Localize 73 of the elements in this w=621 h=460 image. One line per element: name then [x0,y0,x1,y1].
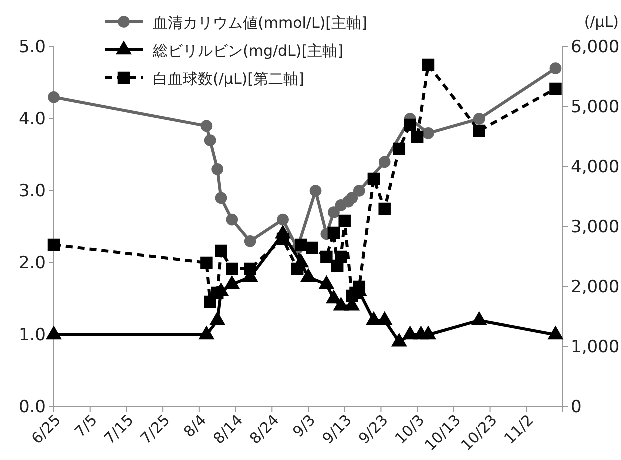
point [473,124,486,138]
point [320,250,333,264]
point [204,296,216,308]
y2-tick-label: 0 [571,397,582,418]
point [411,130,424,144]
y2-tick-label: 3,000 [571,217,620,238]
point [48,238,60,252]
point [548,326,564,340]
point [353,280,366,294]
legend-label: 血清カリウム値(mmol/L)[主軸] [153,14,368,32]
point [378,156,391,168]
legend-label: 総ビリルビン(mg/dL)[主軸] [152,42,344,60]
point [326,290,342,304]
point [346,192,358,204]
point [328,226,340,240]
point [215,192,228,204]
x-tick-label: 8/4 [180,411,210,442]
point [211,286,224,300]
point [295,238,308,252]
point [335,250,348,264]
y2-tick-label: 2,000 [571,277,620,298]
point [393,142,406,156]
point [550,62,562,75]
point [200,120,213,132]
y2-tick-label: 6,000 [571,37,620,58]
point [550,82,562,96]
point [471,311,488,326]
point [368,172,380,186]
y-tick-label: 4.0 [18,109,46,130]
point [353,185,366,197]
y-tick-label: 2.0 [18,253,46,274]
point [277,214,289,226]
point [473,113,486,125]
point [333,297,350,311]
point [338,214,351,228]
point [300,268,316,282]
point [200,256,213,270]
point [310,185,322,197]
point [226,214,238,226]
point [198,326,215,340]
legend-label: 白血球数(/μL)[第二軸] [153,70,304,88]
point [276,232,290,246]
y-tick-label: 5.0 [18,37,46,58]
point [404,118,416,132]
x-tick-label: 9/3 [289,411,320,442]
point [244,262,256,276]
y-tick-label: 1.0 [18,325,46,346]
point [318,275,335,290]
point [204,134,216,147]
point [212,163,224,176]
point [224,275,240,290]
y-tick-label: 3.0 [18,181,46,202]
point [244,235,256,248]
x-tick-label: 7/5 [71,411,101,442]
y2-axis-title: (/μL) [584,13,619,31]
y2-tick-label: 4,000 [571,157,620,178]
point [420,326,436,340]
y2-tick-label: 1,000 [571,337,620,358]
point [422,58,435,72]
y2-tick-label: 5,000 [571,97,620,118]
point [328,206,340,219]
point [215,244,228,258]
point [291,262,304,276]
point [226,262,238,276]
point [306,242,318,254]
point [422,127,434,140]
point [376,311,393,326]
point [46,326,62,340]
point [48,91,60,104]
point [391,333,408,347]
point [378,202,391,216]
point [210,311,226,326]
y-tick-label: 0.0 [18,397,46,418]
